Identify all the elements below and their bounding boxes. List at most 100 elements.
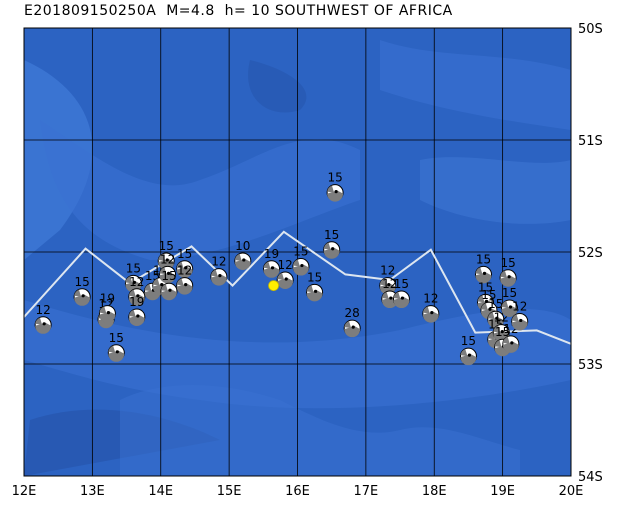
beachball-axis-dot xyxy=(387,283,391,287)
map-title: E201809150250A M=4.8 h= 10 SOUTHWEST OF … xyxy=(24,3,453,19)
focal-mechanism: 15 xyxy=(107,331,125,362)
epicenter-dot xyxy=(268,280,279,292)
longitude-tick-label: 12E xyxy=(12,484,37,499)
beachball-compression-quadrant xyxy=(125,276,133,284)
beachball-compression-quadrant xyxy=(344,320,352,329)
beachball-compression-quadrant xyxy=(460,348,468,357)
beachball-compression-quadrant xyxy=(500,270,508,278)
beachball-compression-quadrant xyxy=(511,319,528,331)
event-depth-label: 15 xyxy=(126,261,141,275)
beachball-axis-dot xyxy=(106,311,111,315)
beachball-axis-dot xyxy=(488,307,492,311)
focal-mechanism: 19 xyxy=(128,295,146,326)
focal-mechanism: 10 xyxy=(234,239,252,270)
beachball-compression-quadrant xyxy=(323,242,331,250)
longitude-tick-label: 18E xyxy=(422,484,447,499)
beachball-compression-quadrant xyxy=(475,272,492,284)
event-depth-label: 12 xyxy=(382,277,397,291)
beachball-compression-quadrant xyxy=(263,261,271,269)
beachball-compression-quadrant xyxy=(511,314,519,322)
event-depth-label: 15 xyxy=(74,275,89,289)
latitude-tick-label: 54S xyxy=(578,470,603,485)
beachball-compression-quadrant xyxy=(422,306,430,314)
event-depth-label: 28 xyxy=(345,306,360,320)
focal-mechanism: 12 xyxy=(176,264,194,295)
beachball-compression-quadrant xyxy=(144,284,152,292)
event-depth-label: 15 xyxy=(500,256,515,270)
event-depth-label: 15 xyxy=(461,334,476,348)
longitude-tick-label: 17E xyxy=(353,484,378,499)
beachball-axis-dot xyxy=(242,258,246,262)
beachball-axis-dot xyxy=(500,330,504,334)
latitude-tick-label: 53S xyxy=(578,358,603,373)
beachball-axis-dot xyxy=(300,263,304,268)
beachball-axis-dot xyxy=(507,275,511,279)
beachball-compression-quadrant xyxy=(475,267,483,275)
event-depth-label: 15 xyxy=(307,270,322,284)
beachball-axis-dot xyxy=(313,289,318,293)
longitude-tick-label: 14E xyxy=(148,484,173,499)
beachball-compression-quadrant xyxy=(487,312,495,320)
beachball-compression-quadrant xyxy=(35,317,43,325)
event-depth-label: 15 xyxy=(109,331,124,345)
beachball-compression-quadrant xyxy=(500,275,517,287)
beachball-axis-dot xyxy=(270,266,275,270)
beachball-compression-quadrant xyxy=(393,297,410,309)
beachball-compression-quadrant xyxy=(108,345,116,353)
event-depth-label: 12 xyxy=(423,292,438,306)
beachball-compression-quadrant xyxy=(108,350,125,362)
beachball-compression-quadrant xyxy=(176,283,193,295)
longitude-tick-label: 16E xyxy=(285,484,310,499)
mid-ocean-ridge xyxy=(24,230,571,345)
beachball-axis-dot xyxy=(467,353,472,357)
longitude-tick-label: 20E xyxy=(559,484,584,499)
beachball-compression-quadrant xyxy=(292,259,300,267)
beachball-axis-dot xyxy=(81,294,85,298)
longitude-tick-label: 19E xyxy=(490,484,515,499)
beachball-compression-quadrant xyxy=(159,267,167,275)
focal-mechanism: 15 xyxy=(176,247,194,278)
beachball-compression-quadrant xyxy=(128,314,145,326)
beachball-compression-quadrant xyxy=(501,300,509,308)
focal-mechanism: 12 xyxy=(210,255,228,286)
event-depth-label: 15 xyxy=(394,277,409,291)
beachball-compression-quadrant xyxy=(306,290,323,302)
beachball-compression-quadrant xyxy=(128,294,145,306)
beachball-compression-quadrant xyxy=(152,278,160,286)
beachball-axis-dot xyxy=(508,305,513,309)
beachball-compression-quadrant xyxy=(263,266,280,278)
beachball-compression-quadrant xyxy=(74,294,91,306)
event-depth-label: 12 xyxy=(160,252,175,266)
beachball-compression-quadrant xyxy=(99,306,107,314)
beachball-compression-quadrant xyxy=(176,266,193,278)
beachball-axis-dot xyxy=(168,288,172,292)
focal-mechanism: 28 xyxy=(343,306,361,338)
focal-mechanism: 15 xyxy=(292,245,310,276)
event-depth-label: 12 xyxy=(211,255,226,269)
focal-mechanism: 15 xyxy=(392,277,410,309)
focal-mechanism: 12 xyxy=(128,275,146,306)
beachball-axis-dot xyxy=(334,190,338,194)
beachball-axis-dot xyxy=(42,322,46,326)
event-depth-label: 19 xyxy=(100,292,115,306)
beachball-axis-dot xyxy=(351,325,355,329)
beachball-compression-quadrant xyxy=(74,289,82,297)
beachball-axis-dot xyxy=(166,271,171,275)
beachball-axis-dot xyxy=(115,350,119,354)
event-depth-label: 19 xyxy=(129,295,144,309)
beachball-compression-quadrant xyxy=(160,284,168,292)
beachball-axis-dot xyxy=(331,247,335,251)
beachball-compression-quadrant xyxy=(128,309,136,317)
beachball-compression-quadrant xyxy=(210,274,227,286)
beachball-axis-dot xyxy=(519,318,523,323)
beachball-compression-quadrant xyxy=(160,289,177,301)
event-depth-label: 15 xyxy=(478,280,493,294)
beachball-compression-quadrant xyxy=(379,278,387,286)
beachball-compression-quadrant xyxy=(234,253,242,261)
event-depth-label: 12 xyxy=(177,264,192,278)
event-depth-label: 12 xyxy=(278,258,293,272)
focal-mechanism: 12 xyxy=(34,303,52,334)
ridge-line xyxy=(24,230,571,345)
focal-mechanism: 12 xyxy=(276,258,294,289)
